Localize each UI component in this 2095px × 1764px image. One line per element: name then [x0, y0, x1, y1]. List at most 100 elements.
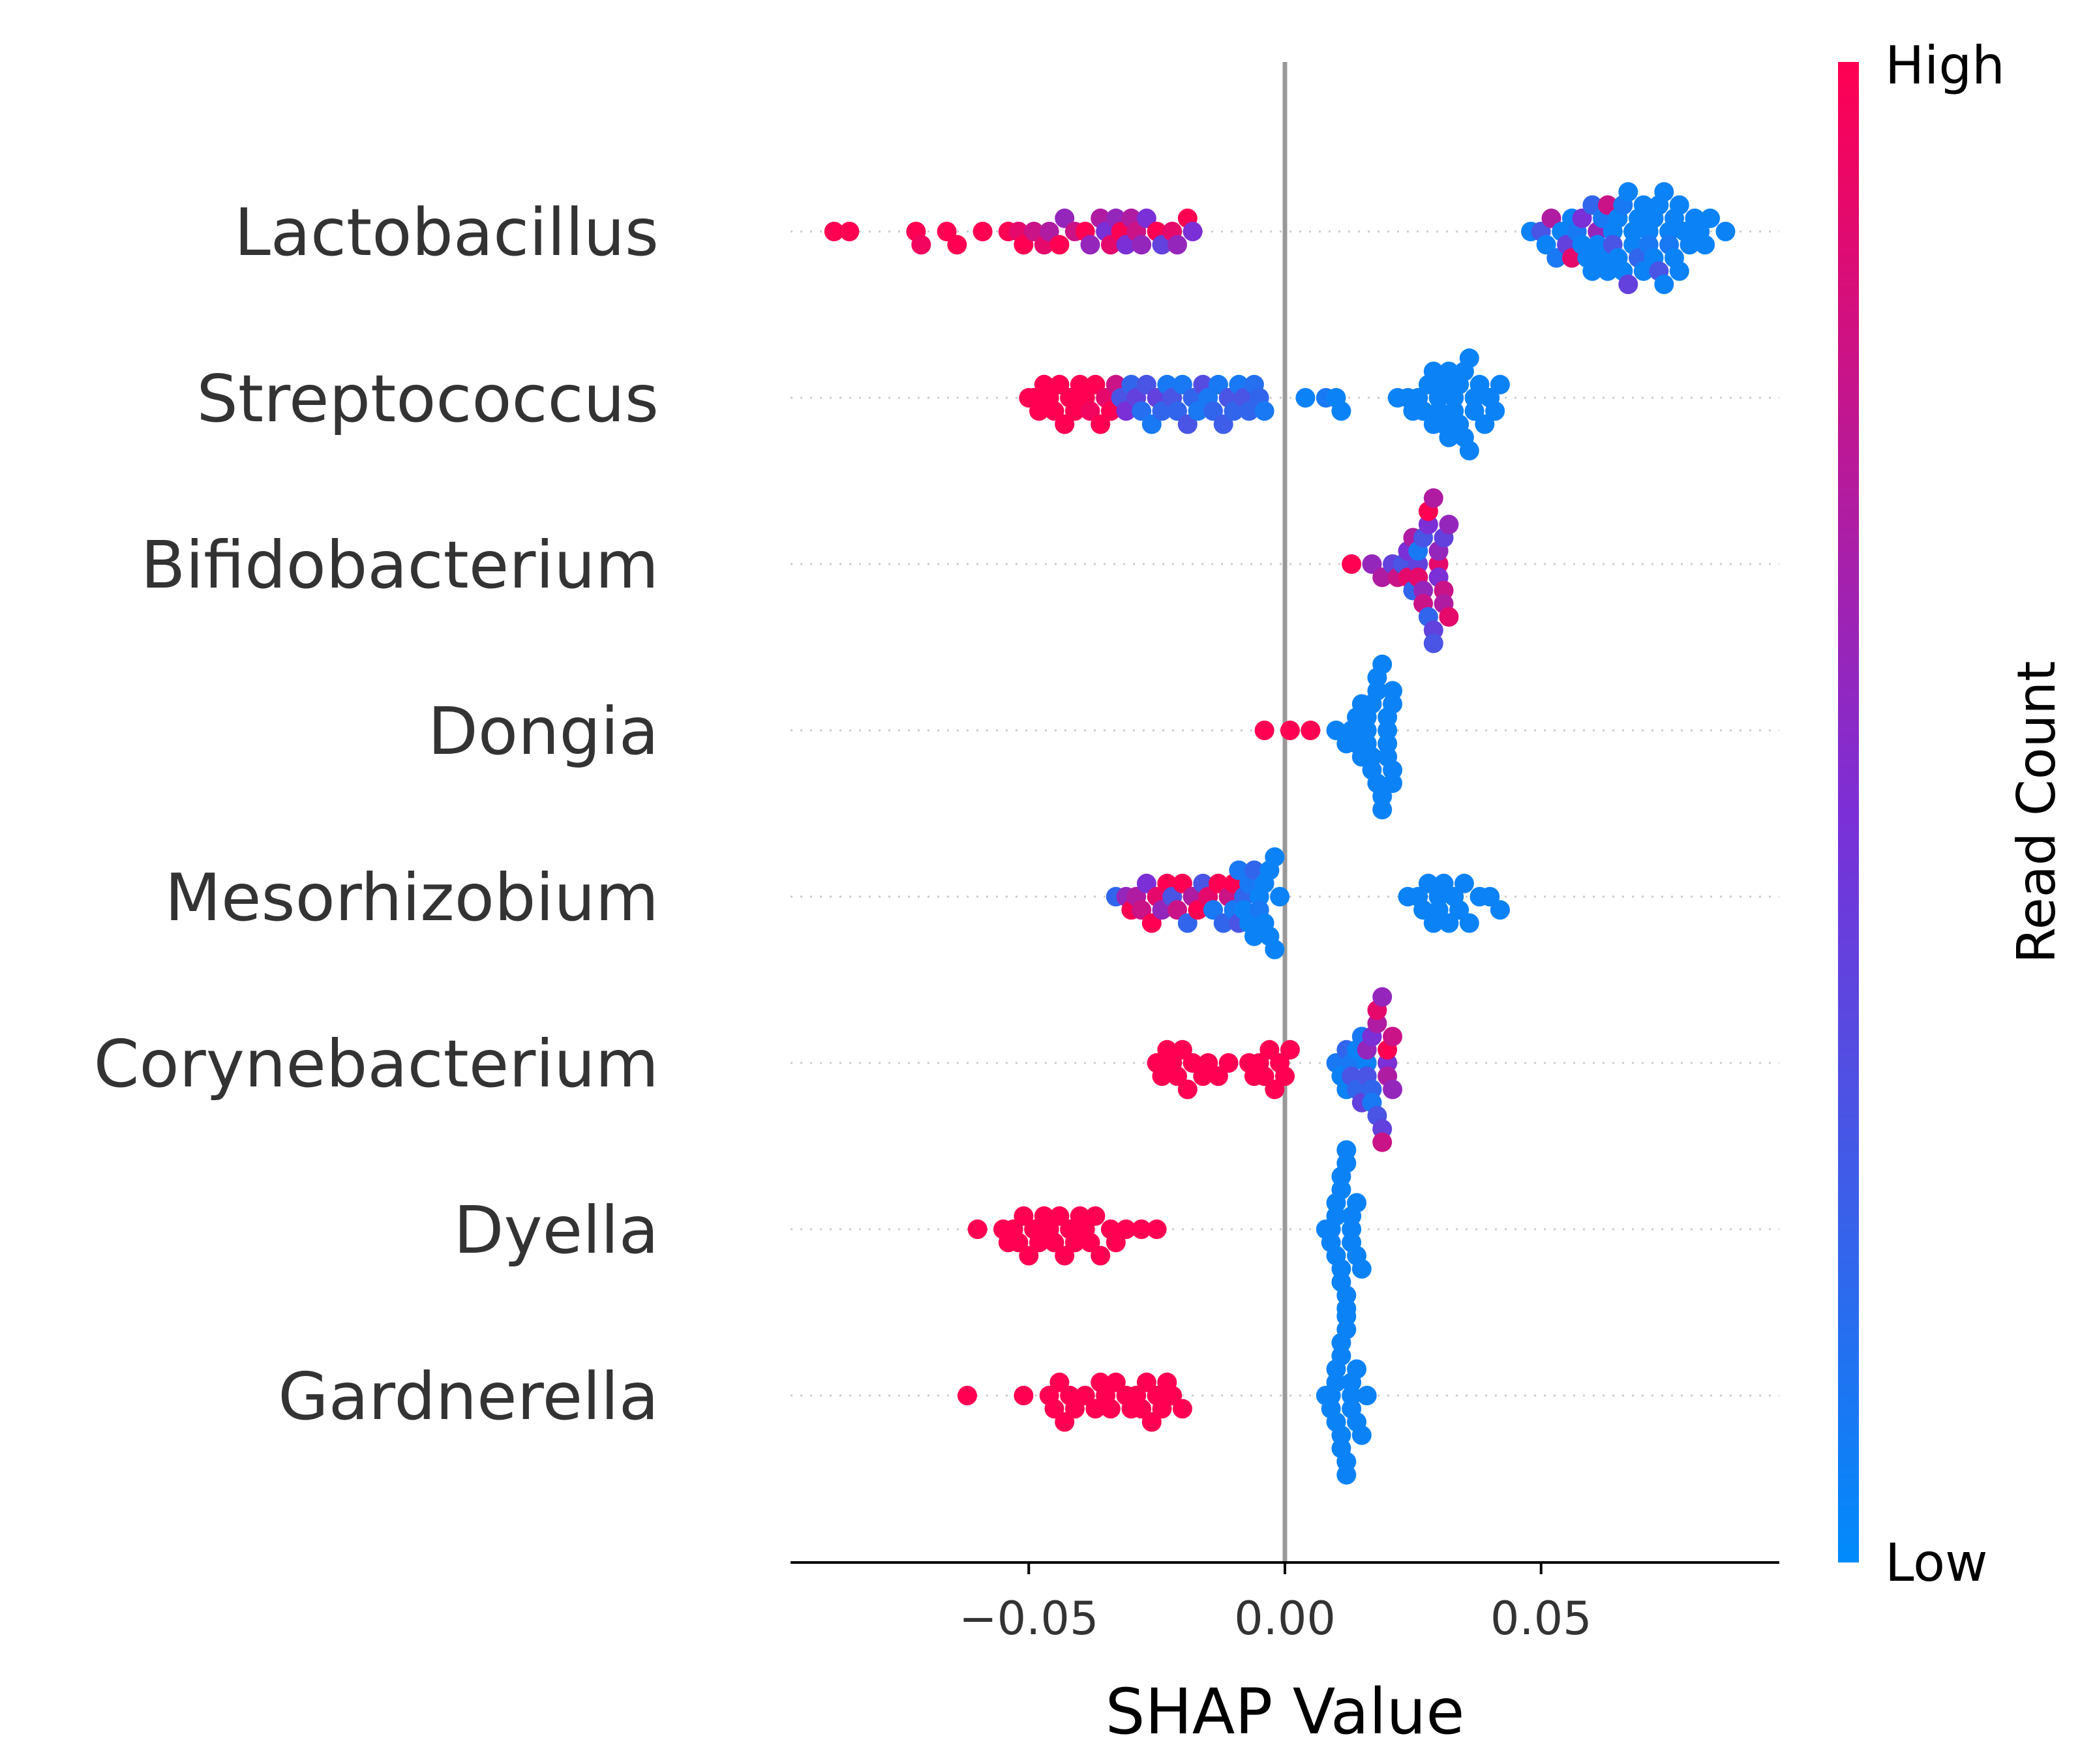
shap-point [1049, 374, 1070, 395]
feature-label-bifidobacterium: Bifidobacterium [141, 527, 659, 603]
shap-point [1239, 401, 1259, 421]
shap-point [1152, 235, 1172, 255]
feature-label-dongia: Dongia [428, 693, 659, 770]
shap-point [1100, 235, 1121, 255]
shap-point [1372, 654, 1393, 674]
shap-point [1136, 1372, 1156, 1392]
shap-point [1029, 401, 1049, 421]
feature-label-gardnerella: Gardnerella [278, 1358, 659, 1435]
shap-point [1254, 1066, 1274, 1086]
shap-point [1454, 873, 1474, 893]
shap-point [1572, 208, 1592, 228]
shap-point [1459, 348, 1479, 368]
shap-point [1049, 1206, 1070, 1226]
shap-point [1132, 235, 1152, 255]
shap-point [1203, 401, 1223, 421]
shap-point [1172, 374, 1192, 395]
colorbar [1838, 62, 1859, 1562]
shap-point [1490, 374, 1510, 395]
x-axis-ticks: −0.05 0.00 0.05 [959, 1562, 1592, 1645]
shap-point [1669, 195, 1689, 215]
shap-point [1141, 414, 1162, 434]
shap-point [1019, 1246, 1039, 1266]
colorbar-high-label: High [1885, 35, 2005, 96]
shap-point [1136, 208, 1156, 228]
shap-point [1039, 222, 1059, 241]
shap-point [1049, 1372, 1070, 1392]
shap-point [1208, 374, 1228, 395]
shap-point [1357, 1386, 1377, 1405]
shap-point [1055, 1246, 1075, 1266]
shap-point [1459, 441, 1479, 460]
shap-point [972, 222, 993, 241]
shap-point [1106, 1372, 1126, 1392]
shap-point [1582, 261, 1603, 281]
shap-point [1224, 401, 1244, 421]
shap-point [1347, 1193, 1366, 1213]
shap-point [1439, 361, 1459, 381]
shap-point [937, 222, 957, 241]
shap-point [1449, 900, 1470, 920]
shap-point [1423, 488, 1443, 508]
shap-point [839, 222, 860, 241]
shap-point [1044, 1233, 1064, 1253]
shap-point [1229, 860, 1249, 880]
shap-point [1080, 235, 1100, 255]
shap-point [1080, 1233, 1100, 1253]
shap-point [1326, 721, 1346, 740]
feature-label-corynebacterium: Corynebacterium [94, 1026, 659, 1102]
shap-point [1254, 721, 1274, 740]
shap-point [1055, 1412, 1075, 1432]
shap-point [1695, 235, 1715, 255]
shap-point [1085, 374, 1106, 395]
shap-point [1439, 515, 1459, 535]
shap-point [1100, 401, 1121, 421]
shap-point [1490, 900, 1510, 920]
shap-point [1439, 913, 1459, 933]
shap-point [1669, 261, 1689, 281]
shap-point [1597, 195, 1618, 215]
shap-point [1147, 1219, 1167, 1239]
shap-point [1244, 860, 1264, 880]
shap-point [1336, 1140, 1357, 1160]
shap-point [1085, 1399, 1106, 1419]
shap-point [1561, 248, 1582, 268]
shap-point [1091, 414, 1111, 434]
shap-point [1168, 1066, 1187, 1086]
shap-point [967, 1219, 987, 1239]
shap-point [1470, 374, 1490, 395]
shap-point [1715, 222, 1736, 241]
shap-point [1172, 1039, 1192, 1060]
shap-point [1168, 401, 1187, 421]
shap-point [1383, 681, 1402, 701]
shap-point [1172, 873, 1192, 893]
colorbar-title: Read Count [2006, 661, 2067, 963]
shap-point [1080, 401, 1100, 421]
shap-point [1275, 1066, 1295, 1086]
shap-point [1680, 235, 1700, 255]
shap-point [1024, 222, 1044, 241]
shap-point [1198, 1053, 1218, 1073]
shap-point [1265, 1079, 1285, 1099]
shap-point [1208, 1066, 1228, 1086]
shap-point [1075, 1386, 1095, 1405]
x-tick-label: 0.05 [1490, 1592, 1592, 1645]
shap-point [1700, 208, 1720, 228]
shap-point [1383, 1079, 1402, 1099]
shap-point [1459, 913, 1479, 933]
shap-point [1116, 1219, 1136, 1239]
shap-point [1464, 401, 1485, 421]
shap-point [1177, 1079, 1198, 1099]
shap-point [1136, 374, 1156, 395]
shap-point [1162, 1386, 1183, 1405]
shap-point [1085, 1206, 1106, 1226]
shap-point [1014, 1386, 1034, 1405]
shap-point [1100, 1399, 1121, 1419]
shap-point [1485, 401, 1505, 421]
shap-point [1055, 414, 1075, 434]
shap-point [1132, 1399, 1152, 1419]
shap-point [1439, 607, 1459, 627]
shap-point [1362, 554, 1382, 574]
shap-point [1152, 900, 1172, 920]
shap-point [1213, 913, 1233, 933]
